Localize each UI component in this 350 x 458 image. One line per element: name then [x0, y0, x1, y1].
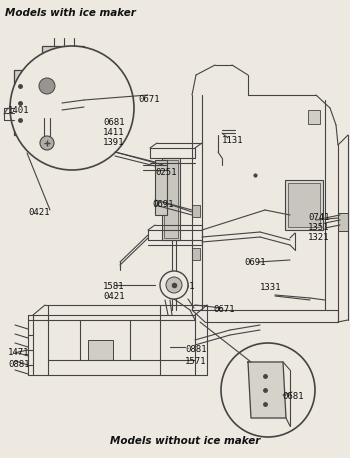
Text: 0881: 0881: [8, 360, 29, 369]
Text: 0681: 0681: [282, 392, 303, 401]
Text: 0671: 0671: [138, 95, 160, 104]
Text: 1471: 1471: [8, 348, 29, 357]
Bar: [88, 340, 113, 360]
Text: 1331: 1331: [260, 283, 281, 292]
Circle shape: [221, 343, 315, 437]
Bar: [162, 158, 180, 240]
Text: 0421: 0421: [28, 208, 49, 217]
Text: Models with ice maker: Models with ice maker: [5, 8, 136, 18]
Text: 1401: 1401: [8, 106, 29, 115]
Bar: [308, 110, 320, 124]
Bar: [155, 160, 167, 215]
Text: 0671: 0671: [213, 305, 235, 314]
Text: 0691: 0691: [244, 258, 266, 267]
Bar: [192, 248, 200, 260]
Text: 1411: 1411: [103, 128, 125, 137]
Bar: [42, 46, 84, 68]
Text: 0421: 0421: [103, 292, 125, 301]
Bar: [338, 213, 348, 231]
Text: 0741: 0741: [308, 213, 329, 222]
Text: 0691: 0691: [152, 200, 174, 209]
Circle shape: [160, 271, 188, 299]
Text: 1571: 1571: [185, 357, 206, 366]
Text: 1351: 1351: [308, 223, 329, 232]
Circle shape: [166, 277, 182, 293]
Circle shape: [40, 136, 54, 150]
Text: 0681: 0681: [103, 118, 125, 127]
Circle shape: [10, 46, 134, 170]
Text: 0731: 0731: [173, 282, 195, 291]
Bar: [285, 180, 323, 230]
Text: 1391: 1391: [103, 138, 125, 147]
Text: Models without ice maker: Models without ice maker: [110, 436, 260, 446]
Text: 1581: 1581: [103, 282, 125, 291]
Polygon shape: [248, 362, 286, 418]
Text: 0881: 0881: [185, 345, 206, 354]
Bar: [164, 160, 178, 238]
Text: 1321: 1321: [308, 233, 329, 242]
Bar: [37, 80, 57, 98]
Bar: [288, 183, 320, 227]
Bar: [192, 205, 200, 217]
Bar: [32, 96, 62, 118]
Circle shape: [39, 78, 55, 94]
Text: 1131: 1131: [222, 136, 244, 145]
Bar: [14, 70, 26, 135]
Text: 0251: 0251: [155, 168, 176, 177]
